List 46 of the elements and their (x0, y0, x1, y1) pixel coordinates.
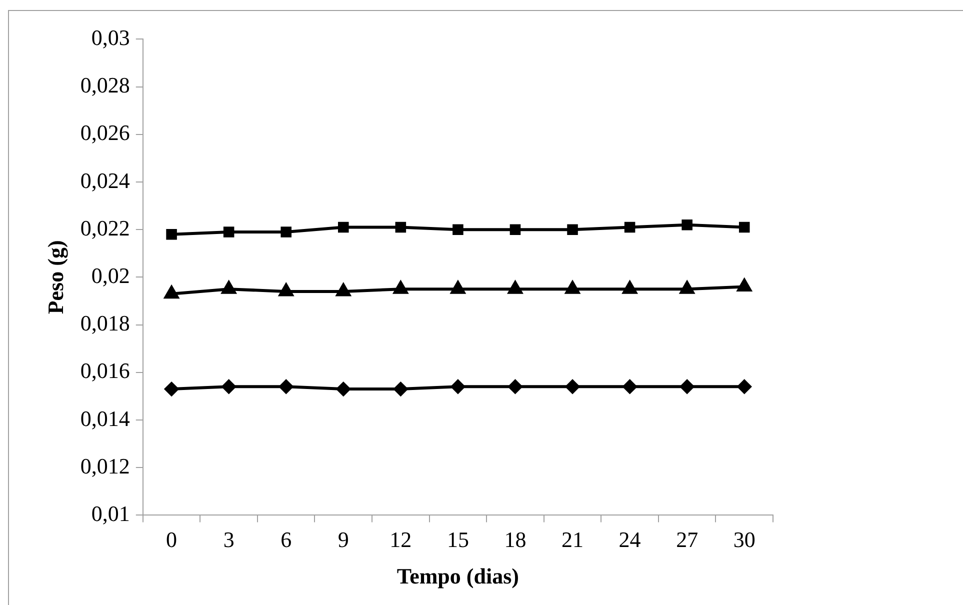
point (738, 222, 750, 233)
y-tick-label: 0,028 (80, 72, 130, 98)
x-tick-label: 21 (562, 527, 584, 552)
point (510, 224, 521, 235)
point (394, 382, 408, 396)
point (222, 380, 236, 394)
x-tick-label: 27 (676, 527, 698, 552)
point (336, 382, 350, 396)
point (223, 226, 234, 238)
point (450, 380, 465, 394)
point (680, 380, 694, 394)
x-tick-label: 3 (223, 527, 234, 552)
x-axis-title: Tempo (dias) (396, 563, 519, 588)
x-tick-label: 18 (504, 527, 526, 552)
x-tick-label: 15 (446, 527, 469, 552)
point (164, 382, 179, 396)
point (566, 380, 580, 394)
y-tick-label: 0,01 (91, 500, 130, 526)
point (395, 222, 406, 233)
x-tick-label: 6 (280, 527, 292, 552)
x-tick-label: 0 (166, 527, 178, 552)
y-tick-label: 0,02 (91, 262, 130, 288)
y-tick-label: 0,024 (80, 168, 130, 193)
point (508, 380, 522, 394)
point (737, 380, 752, 394)
point (166, 228, 177, 240)
point (624, 222, 636, 233)
point (682, 219, 692, 230)
point (280, 226, 292, 238)
x-tick-label: 30 (733, 527, 756, 552)
y-tick-label: 0,014 (80, 406, 130, 431)
y-axis-title: Peso (g) (42, 240, 68, 314)
y-tick-label: 0,018 (80, 310, 130, 336)
point (452, 224, 464, 235)
y-tick-label: 0,016 (80, 358, 130, 384)
x-tick-label: 12 (390, 527, 412, 552)
point (338, 222, 349, 233)
point (279, 380, 294, 394)
y-tick-label: 0,012 (80, 453, 130, 478)
y-tick-label: 0,022 (80, 215, 130, 240)
point (567, 224, 578, 235)
x-tick-label: 9 (338, 527, 349, 552)
y-tick-label: 0,03 (91, 24, 130, 50)
point (622, 380, 637, 394)
y-tick-label: 0,026 (80, 120, 130, 146)
x-tick-label: 24 (618, 527, 641, 552)
